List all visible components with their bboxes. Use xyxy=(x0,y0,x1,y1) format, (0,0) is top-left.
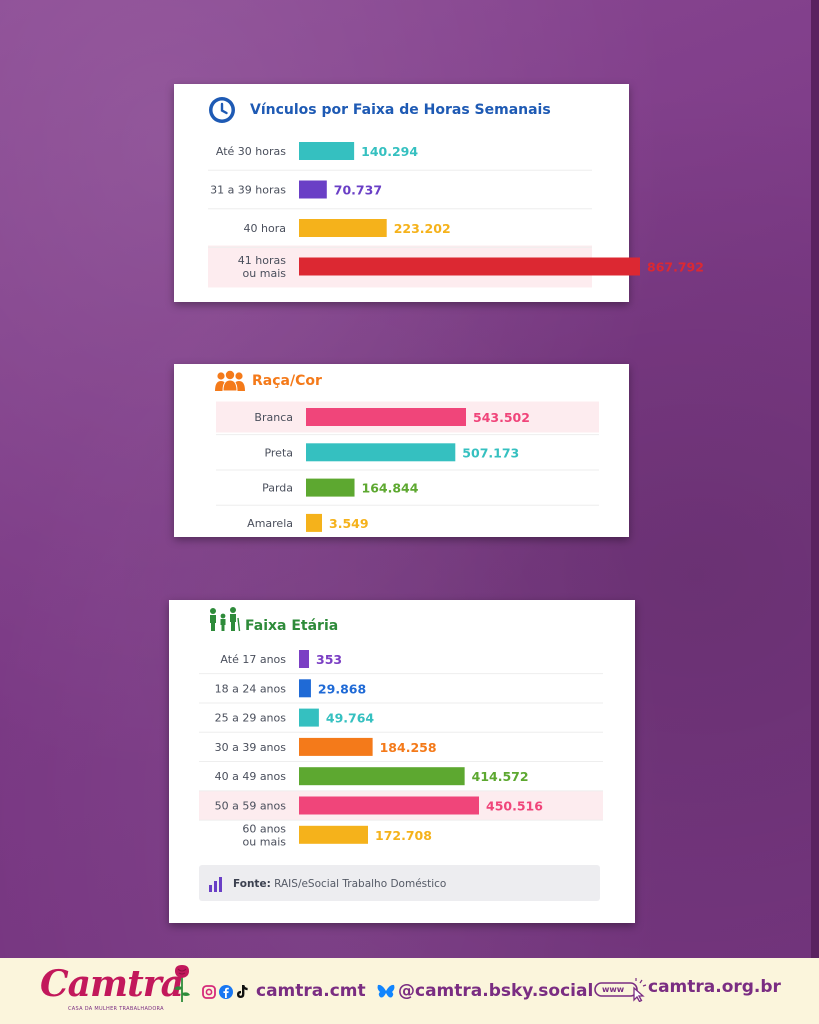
category-label: 41 horas ou mais xyxy=(238,254,286,280)
bar xyxy=(299,679,311,698)
bar xyxy=(299,257,640,276)
category-label: Branca xyxy=(254,411,293,424)
source-text: Fonte: RAIS/eSocial Trabalho Doméstico xyxy=(233,878,446,890)
value-label: 223.202 xyxy=(394,221,451,236)
source-value: RAIS/eSocial Trabalho Doméstico xyxy=(274,878,447,890)
website-link[interactable]: camtra.org.br xyxy=(648,977,781,997)
background-edge xyxy=(811,0,819,958)
category-label: 30 a 39 anos xyxy=(215,741,287,754)
logo[interactable]: Camtra xyxy=(40,963,184,1005)
bar xyxy=(299,180,327,199)
category-label: 31 a 39 horas xyxy=(210,184,286,197)
bar xyxy=(306,408,466,426)
bar xyxy=(306,478,355,497)
bar xyxy=(299,142,355,160)
instagram-icon[interactable] xyxy=(202,985,216,999)
bar xyxy=(299,737,373,756)
value-label: 353 xyxy=(316,652,342,667)
bar xyxy=(299,767,465,786)
category-label: 60 anos ou mais xyxy=(242,822,286,848)
bar xyxy=(299,796,479,815)
facebook-icon[interactable] xyxy=(219,985,233,999)
category-label: Amarela xyxy=(247,517,293,530)
chart-title-race: Raça/Cor xyxy=(252,373,322,389)
source-label: Fonte: xyxy=(233,878,271,890)
family-icon xyxy=(210,607,241,632)
bar xyxy=(299,219,387,237)
website-prefix: www xyxy=(602,985,625,994)
chart-title-hours: Vínculos por Faixa de Horas Semanais xyxy=(250,102,551,118)
value-label: 184.258 xyxy=(380,740,437,755)
value-label: 49.764 xyxy=(326,711,375,726)
category-label: Parda xyxy=(262,482,293,495)
category-label: 40 a 49 anos xyxy=(215,770,287,783)
category-label: 18 a 24 anos xyxy=(215,682,287,695)
value-label: 140.294 xyxy=(361,144,418,159)
value-label: 164.844 xyxy=(362,481,419,496)
bar xyxy=(299,708,319,727)
bar xyxy=(299,650,309,668)
value-label: 172.708 xyxy=(375,828,432,843)
butterfly-icon[interactable] xyxy=(377,984,395,1000)
logo-tagline: CASA DA MULHER TRABALHADORA xyxy=(68,1006,164,1012)
chart-hours: Até 30 horas 140.294 31 a 39 horas 70.737 40… xyxy=(208,142,704,288)
value-label: 867.792 xyxy=(647,260,704,275)
value-label: 3.549 xyxy=(329,516,369,531)
bluesky-handle[interactable]: @camtra.bsky.social xyxy=(398,981,594,1001)
category-label: 50 a 59 anos xyxy=(215,800,287,813)
bar-chart-icon xyxy=(209,877,222,892)
footer xyxy=(0,958,819,1024)
instagram-handle[interactable]: camtra.cmt xyxy=(256,981,366,1001)
chart-race: Branca 543.502 Preta 507.173 Parda 164.844 Ama… xyxy=(216,401,599,532)
value-label: 29.868 xyxy=(318,681,366,696)
rose-icon xyxy=(174,965,190,1002)
category-label: Preta xyxy=(264,446,293,459)
people-group-icon xyxy=(215,370,245,392)
cursor-click-icon[interactable] xyxy=(594,978,648,1002)
bar xyxy=(306,443,456,462)
category-label: 40 hora xyxy=(244,222,286,235)
source-bar xyxy=(199,865,600,901)
chart-card-age: Faixa Etária Até 17 anos 353 18 a 24 anos 2… xyxy=(169,600,635,923)
clock-icon xyxy=(209,97,235,123)
category-label: 25 a 29 anos xyxy=(215,712,287,725)
bar xyxy=(299,825,369,844)
bar xyxy=(306,513,322,532)
chart-card-hours: Vínculos por Faixa de Horas Semanais Até… xyxy=(174,84,704,302)
value-label: 507.173 xyxy=(462,445,519,460)
value-label: 450.516 xyxy=(486,799,543,814)
value-label: 70.737 xyxy=(334,183,382,198)
chart-age: Até 17 anos 353 18 a 24 anos 29.868 25 a 29 … xyxy=(199,650,603,848)
category-label: Até 30 horas xyxy=(216,145,286,158)
chart-title-age: Faixa Etária xyxy=(245,618,339,634)
category-label: Até 17 anos xyxy=(220,653,286,666)
value-label: 543.502 xyxy=(473,410,530,425)
chart-card-race: Raça/Cor Branca 543.502 Preta 507.173 Parda 1… xyxy=(174,364,629,537)
tiktok-icon[interactable] xyxy=(236,984,249,999)
value-label: 414.572 xyxy=(472,769,529,784)
